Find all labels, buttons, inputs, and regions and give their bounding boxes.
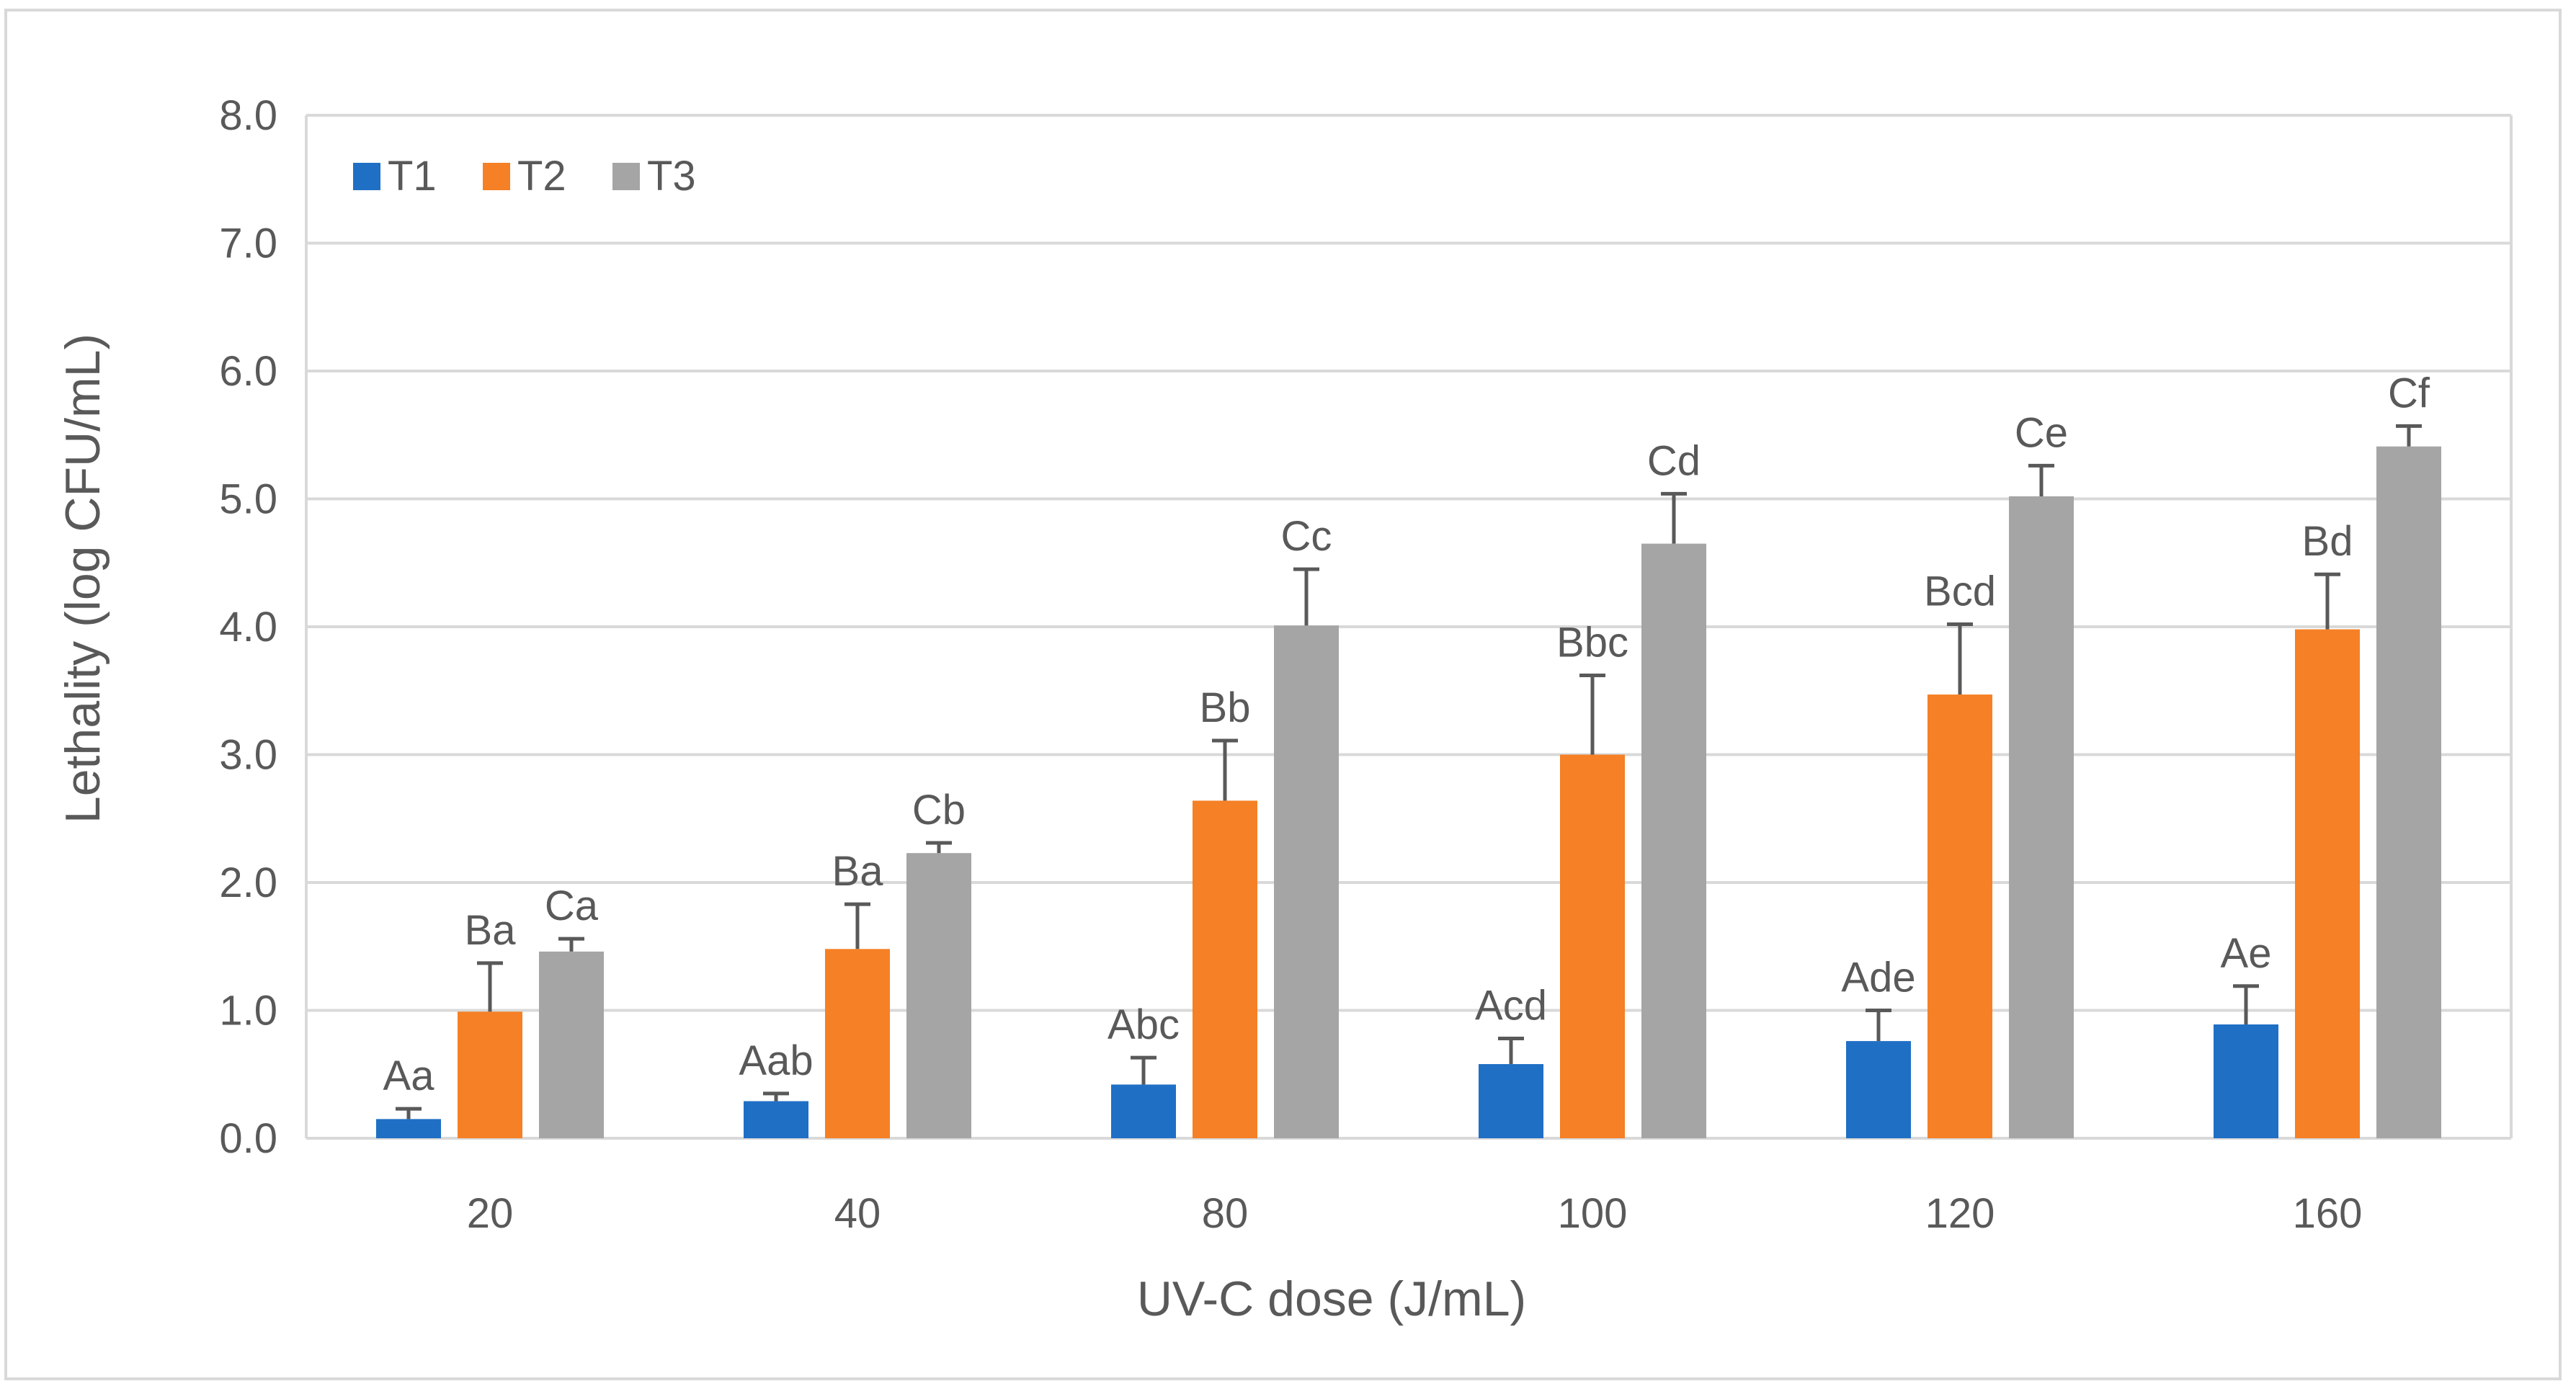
y-tick-label: 5.0 (219, 476, 277, 523)
legend-swatch (612, 163, 640, 190)
bar-t3-100 (1641, 543, 1706, 1138)
legend-label: T2 (517, 153, 566, 200)
y-tick-label: 4.0 (219, 604, 277, 651)
bar-t3-80 (1274, 625, 1339, 1138)
bar-annotation: Ba (465, 907, 517, 954)
bar-t2-20 (458, 1011, 522, 1138)
bar-t2-80 (1193, 800, 1257, 1138)
bar-annotation: Bd (2302, 518, 2353, 565)
legend-swatch (353, 163, 380, 190)
bar-annotation: Cd (1647, 437, 1701, 484)
bar-t3-20 (539, 951, 604, 1138)
bar-t2-40 (825, 949, 890, 1138)
bar-annotation: Ae (2221, 930, 2272, 977)
bar-annotation: Bcd (1924, 568, 1996, 615)
y-tick-label: 8.0 (219, 92, 277, 139)
x-axis-title: UV-C dose (J/mL) (1137, 1272, 1526, 1326)
bar-annotation: Bb (1200, 684, 1251, 731)
bar-annotation: Aa (383, 1053, 435, 1099)
bar-annotation: Aab (739, 1037, 813, 1084)
bar-annotation: Cf (2388, 370, 2430, 416)
bar-annotation: Bbc (1556, 619, 1628, 666)
bar-annotation: Ce (2015, 409, 2068, 456)
x-tick-label: 160 (2293, 1190, 2363, 1237)
bar-t2-120 (1927, 694, 1992, 1138)
bar-t1-20 (376, 1119, 441, 1138)
x-tick-label: 120 (1925, 1190, 1995, 1237)
bar-annotation: Cc (1281, 513, 1332, 560)
bar-t1-100 (1479, 1064, 1543, 1138)
x-tick-label: 20 (467, 1190, 514, 1237)
bar-annotation: Cb (912, 787, 966, 834)
bar-t1-160 (2214, 1024, 2278, 1138)
x-tick-label: 80 (1202, 1190, 1249, 1237)
y-tick-label: 2.0 (219, 859, 277, 906)
x-tick-label: 100 (1558, 1190, 1628, 1237)
y-axis-title: Lethality (log CFU/mL) (55, 334, 110, 823)
y-tick-label: 3.0 (219, 732, 277, 779)
bar-t1-120 (1846, 1041, 1911, 1138)
bar-t1-40 (744, 1101, 808, 1138)
legend-swatch (483, 163, 510, 190)
legend-label: T3 (647, 153, 696, 200)
legend-label: T1 (388, 153, 437, 200)
bar-t3-40 (906, 853, 971, 1138)
bar-annotation: Acd (1475, 983, 1547, 1029)
bar-t2-100 (1560, 754, 1625, 1138)
y-tick-label: 6.0 (219, 348, 277, 395)
y-tick-label: 1.0 (219, 988, 277, 1035)
bar-t2-160 (2295, 629, 2360, 1138)
bar-annotation: Ba (832, 848, 884, 895)
bar-annotation: Ade (1841, 955, 1915, 1001)
y-tick-label: 0.0 (219, 1115, 277, 1162)
bar-annotation: Abc (1107, 1001, 1180, 1048)
bar-t3-120 (2009, 496, 2074, 1138)
y-tick-label: 7.0 (219, 220, 277, 267)
bar-t1-80 (1111, 1084, 1176, 1138)
x-tick-label: 40 (834, 1190, 881, 1237)
bar-t3-160 (2376, 446, 2441, 1138)
bar-annotation: Ca (545, 883, 599, 929)
